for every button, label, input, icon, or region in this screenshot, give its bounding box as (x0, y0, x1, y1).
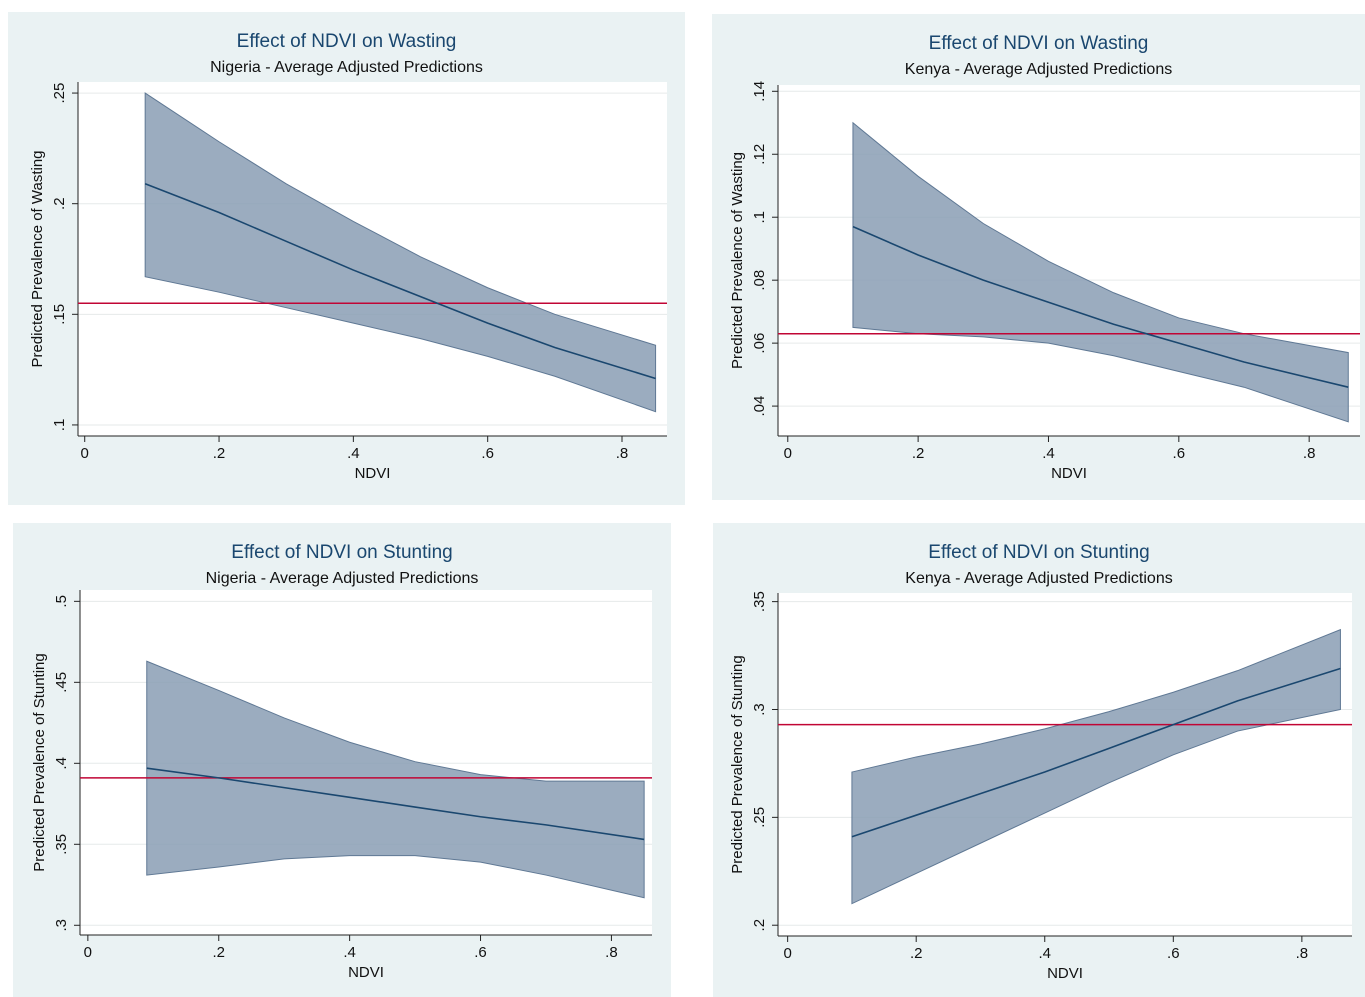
x-tick-label: .8 (1303, 445, 1316, 462)
x-tick-label: 0 (84, 944, 92, 961)
x-tick-label: .6 (474, 944, 487, 961)
confidence-band (146, 660, 645, 899)
x-tick-label: .8 (1296, 945, 1309, 962)
y-tick-label: .1 (51, 419, 68, 432)
y-axis-label: Predicted Prevalence of Stunting (729, 655, 746, 873)
prediction-line (852, 225, 1349, 388)
chart-title: Effect of NDVI on Stunting (231, 542, 452, 563)
y-axis-label: Predicted Prevalence of Stunting (31, 653, 48, 871)
prediction-line (146, 767, 645, 841)
y-axis-label: Predicted Prevalence of Wasting (29, 150, 46, 367)
chart-panel: Effect of NDVI on Wasting Nigeria - Avera… (8, 12, 685, 505)
x-tick-label: .2 (910, 945, 923, 962)
x-tick-label: .6 (481, 445, 494, 462)
y-tick-label: .2 (51, 197, 68, 210)
y-tick-label: .06 (751, 333, 768, 354)
y-tick-label: .4 (53, 757, 70, 770)
x-tick-label: .4 (347, 445, 360, 462)
x-tick-label: .2 (213, 445, 226, 462)
x-tick-label: 0 (81, 445, 89, 462)
x-tick-label: .8 (605, 944, 618, 961)
y-tick-label: .1 (751, 211, 768, 224)
x-axis-label: NDVI (355, 465, 391, 482)
x-tick-label: .2 (212, 944, 225, 961)
y-tick-label: .25 (51, 83, 68, 104)
chart-subtitle: Kenya - Average Adjusted Predictions (905, 570, 1172, 587)
y-tick-label: .5 (53, 595, 70, 608)
chart-subtitle: Nigeria - Average Adjusted Predictions (206, 570, 479, 587)
x-tick-label: .2 (912, 445, 925, 462)
x-tick-label: .6 (1173, 445, 1186, 462)
chart-title: Effect of NDVI on Stunting (928, 542, 1149, 563)
y-tick-label: .14 (751, 81, 768, 102)
chart-title: Effect of NDVI on Wasting (237, 31, 457, 52)
chart-panel: Effect of NDVI on Stunting Nigeria - Aver… (13, 523, 671, 997)
y-tick-label: .08 (751, 270, 768, 291)
y-tick-label: .35 (53, 834, 70, 855)
y-axis-label: Predicted Prevalence of Wasting (729, 152, 746, 369)
y-tick-label: .45 (53, 672, 70, 693)
y-tick-label: .3 (751, 703, 768, 716)
chart-title: Effect of NDVI on Wasting (929, 33, 1149, 54)
y-tick-label: .25 (751, 807, 768, 828)
confidence-band (852, 121, 1349, 423)
chart-subtitle: Kenya - Average Adjusted Predictions (905, 61, 1172, 78)
chart-panel: Effect of NDVI on Stunting Kenya - Averag… (713, 523, 1365, 997)
x-tick-label: .4 (1038, 945, 1051, 962)
chart-subtitle: Nigeria - Average Adjusted Predictions (210, 59, 483, 76)
x-tick-label: 0 (784, 445, 792, 462)
y-tick-label: .3 (53, 919, 70, 932)
x-axis-label: NDVI (1051, 465, 1087, 482)
prediction-line (144, 183, 656, 380)
x-tick-label: .4 (1042, 445, 1055, 462)
x-tick-label: .6 (1167, 945, 1180, 962)
x-tick-label: .8 (616, 445, 629, 462)
y-tick-label: .04 (751, 396, 768, 417)
y-tick-label: .2 (751, 919, 768, 932)
x-tick-label: 0 (783, 945, 791, 962)
prediction-line (851, 667, 1341, 838)
confidence-band (851, 628, 1341, 905)
y-tick-label: .35 (751, 591, 768, 612)
x-axis-label: NDVI (348, 964, 384, 981)
x-axis-label: NDVI (1047, 965, 1083, 982)
y-tick-label: .12 (751, 144, 768, 165)
chart-panel: Effect of NDVI on Wasting Kenya - Average… (712, 14, 1365, 500)
y-tick-label: .15 (51, 304, 68, 325)
x-tick-label: .4 (343, 944, 356, 961)
